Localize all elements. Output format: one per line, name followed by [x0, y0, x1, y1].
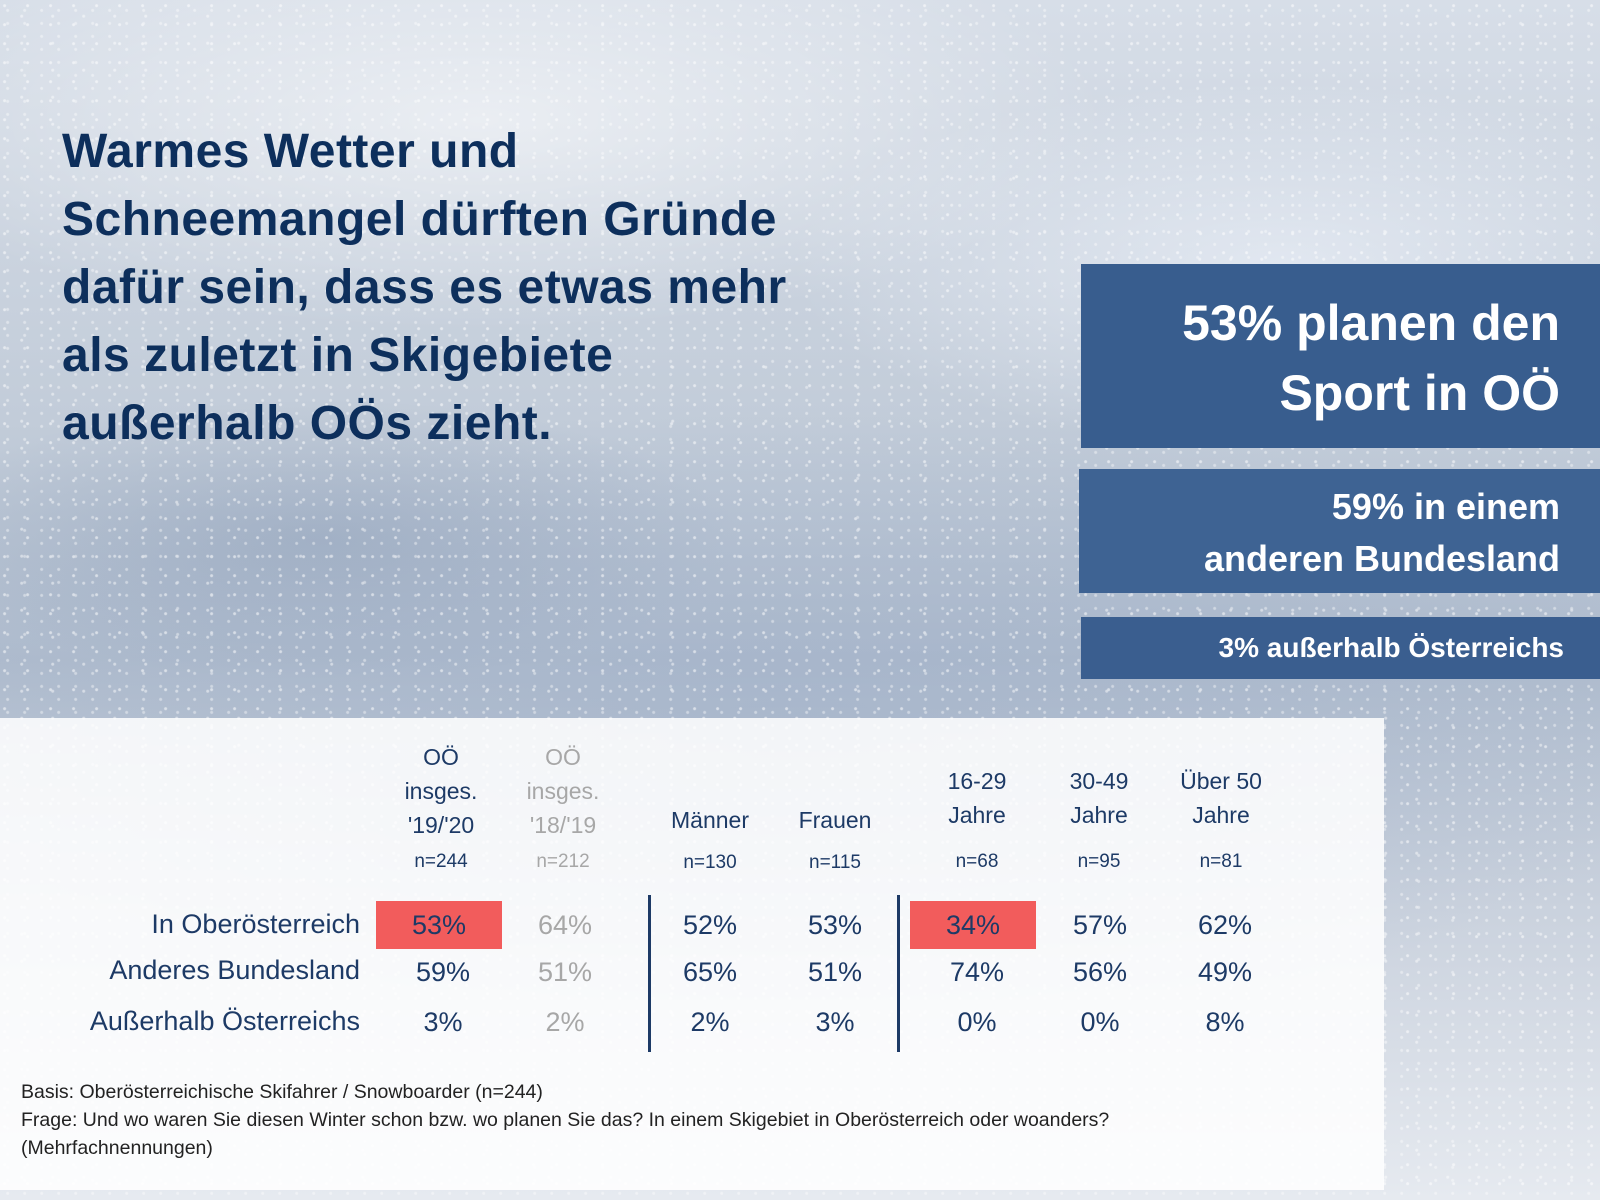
table-cell: 64% [537, 910, 593, 940]
row-label-bundesland: Anderes Bundesland [109, 955, 360, 985]
table-cell: 57% [1072, 910, 1128, 940]
table-cell: 0% [1080, 1007, 1120, 1037]
row-label-ausland: Außerhalb Österreichs [89, 1006, 360, 1036]
table-cell: 65% [682, 957, 738, 987]
table-cell: 3% [423, 1007, 463, 1037]
sample-size: n=81 [1199, 851, 1243, 872]
footnote-basis: Basis: Oberösterreichische Skifahrer / S… [21, 1081, 543, 1103]
column-header-maenner: Männer [647, 803, 773, 837]
column-header-line: '18/'19 [529, 812, 597, 838]
column-header-ueber-50: Über 50 Jahre [1158, 764, 1284, 832]
table-cell: 49% [1197, 957, 1253, 987]
sample-size: n=130 [683, 852, 737, 873]
table-cell: 3% [815, 1007, 855, 1037]
table-cell: 52% [682, 910, 738, 940]
column-header-line: OÖ [545, 744, 581, 770]
highlight-box-oberoesterreich: 53% planen den Sport in OÖ [1081, 264, 1600, 448]
column-divider [648, 895, 651, 1052]
column-header-frauen: Frauen [772, 803, 898, 837]
headline-line: als zuletzt in Skigebiete [62, 329, 614, 382]
table-cell: 8% [1205, 1007, 1245, 1037]
table-cell: 51% [807, 957, 863, 987]
sample-size: n=95 [1077, 851, 1121, 872]
headline-line: Warmes Wetter und [62, 125, 519, 178]
highlight-text: anderen Bundesland [1203, 538, 1560, 579]
column-header-line: Jahre [1070, 802, 1128, 828]
headline: Warmes Wetter und Schneemangel dürften G… [62, 118, 932, 458]
table-cell: 51% [537, 957, 593, 987]
highlight-text: 59% in einem [1331, 486, 1560, 527]
highlight-text: 53% planen den [1182, 295, 1560, 351]
column-header-line: Männer [671, 807, 749, 833]
column-header-line: insges. [526, 778, 600, 804]
headline-line: außerhalb OÖs zieht. [62, 397, 553, 450]
table-cell: 74% [949, 957, 1005, 987]
footnote-note: (Mehrfachnennungen) [21, 1137, 213, 1159]
column-header-oe-18-19: OÖ insges. '18/'19 [500, 740, 626, 842]
highlight-box-ausland: 3% außerhalb Österreichs [1081, 617, 1600, 679]
sample-size: n=115 [809, 852, 861, 873]
table-cell: 0% [957, 1007, 997, 1037]
column-header-line: insges. [404, 778, 478, 804]
column-header-30-49: 30-49 Jahre [1036, 764, 1162, 832]
table-cell: 56% [1072, 957, 1128, 987]
column-header-line: Jahre [1192, 802, 1250, 828]
table-cell: 62% [1197, 910, 1253, 940]
column-header-line: OÖ [423, 744, 459, 770]
column-header-16-29: 16-29 Jahre [914, 764, 1040, 832]
footnote-question: Frage: Und wo waren Sie diesen Winter sc… [21, 1109, 1110, 1131]
column-header-line: '19/'20 [407, 812, 475, 838]
headline-line: Schneemangel dürften Gründe [62, 193, 777, 246]
headline-line: dafür sein, dass es etwas mehr [62, 261, 787, 314]
table-cell: 59% [415, 957, 471, 987]
table-cell-highlighted: 34% [910, 901, 1036, 949]
sample-size: n=68 [955, 851, 999, 872]
highlight-text: 3% außerhalb Österreichs [1218, 632, 1564, 663]
highlight-text: Sport in OÖ [1279, 365, 1560, 421]
row-label-oberoesterreich: In Oberösterreich [151, 909, 360, 939]
column-divider [897, 895, 900, 1052]
results-table-panel [0, 718, 1384, 1190]
table-cell: 2% [545, 1007, 585, 1037]
column-header-oe-19-20: OÖ insges. '19/'20 [378, 740, 504, 842]
column-header-line: Über 50 [1180, 768, 1262, 794]
sample-size: n=244 [414, 851, 468, 872]
column-header-line: 30-49 [1069, 768, 1129, 794]
column-header-line: Frauen [798, 807, 872, 833]
table-cell-highlighted: 53% [376, 901, 502, 949]
column-header-line: 16-29 [947, 768, 1007, 794]
sample-size: n=212 [536, 851, 590, 872]
highlight-box-bundesland: 59% in einem anderen Bundesland [1079, 469, 1600, 593]
table-cell: 53% [807, 910, 863, 940]
table-cell: 2% [690, 1007, 730, 1037]
column-header-line: Jahre [948, 802, 1006, 828]
